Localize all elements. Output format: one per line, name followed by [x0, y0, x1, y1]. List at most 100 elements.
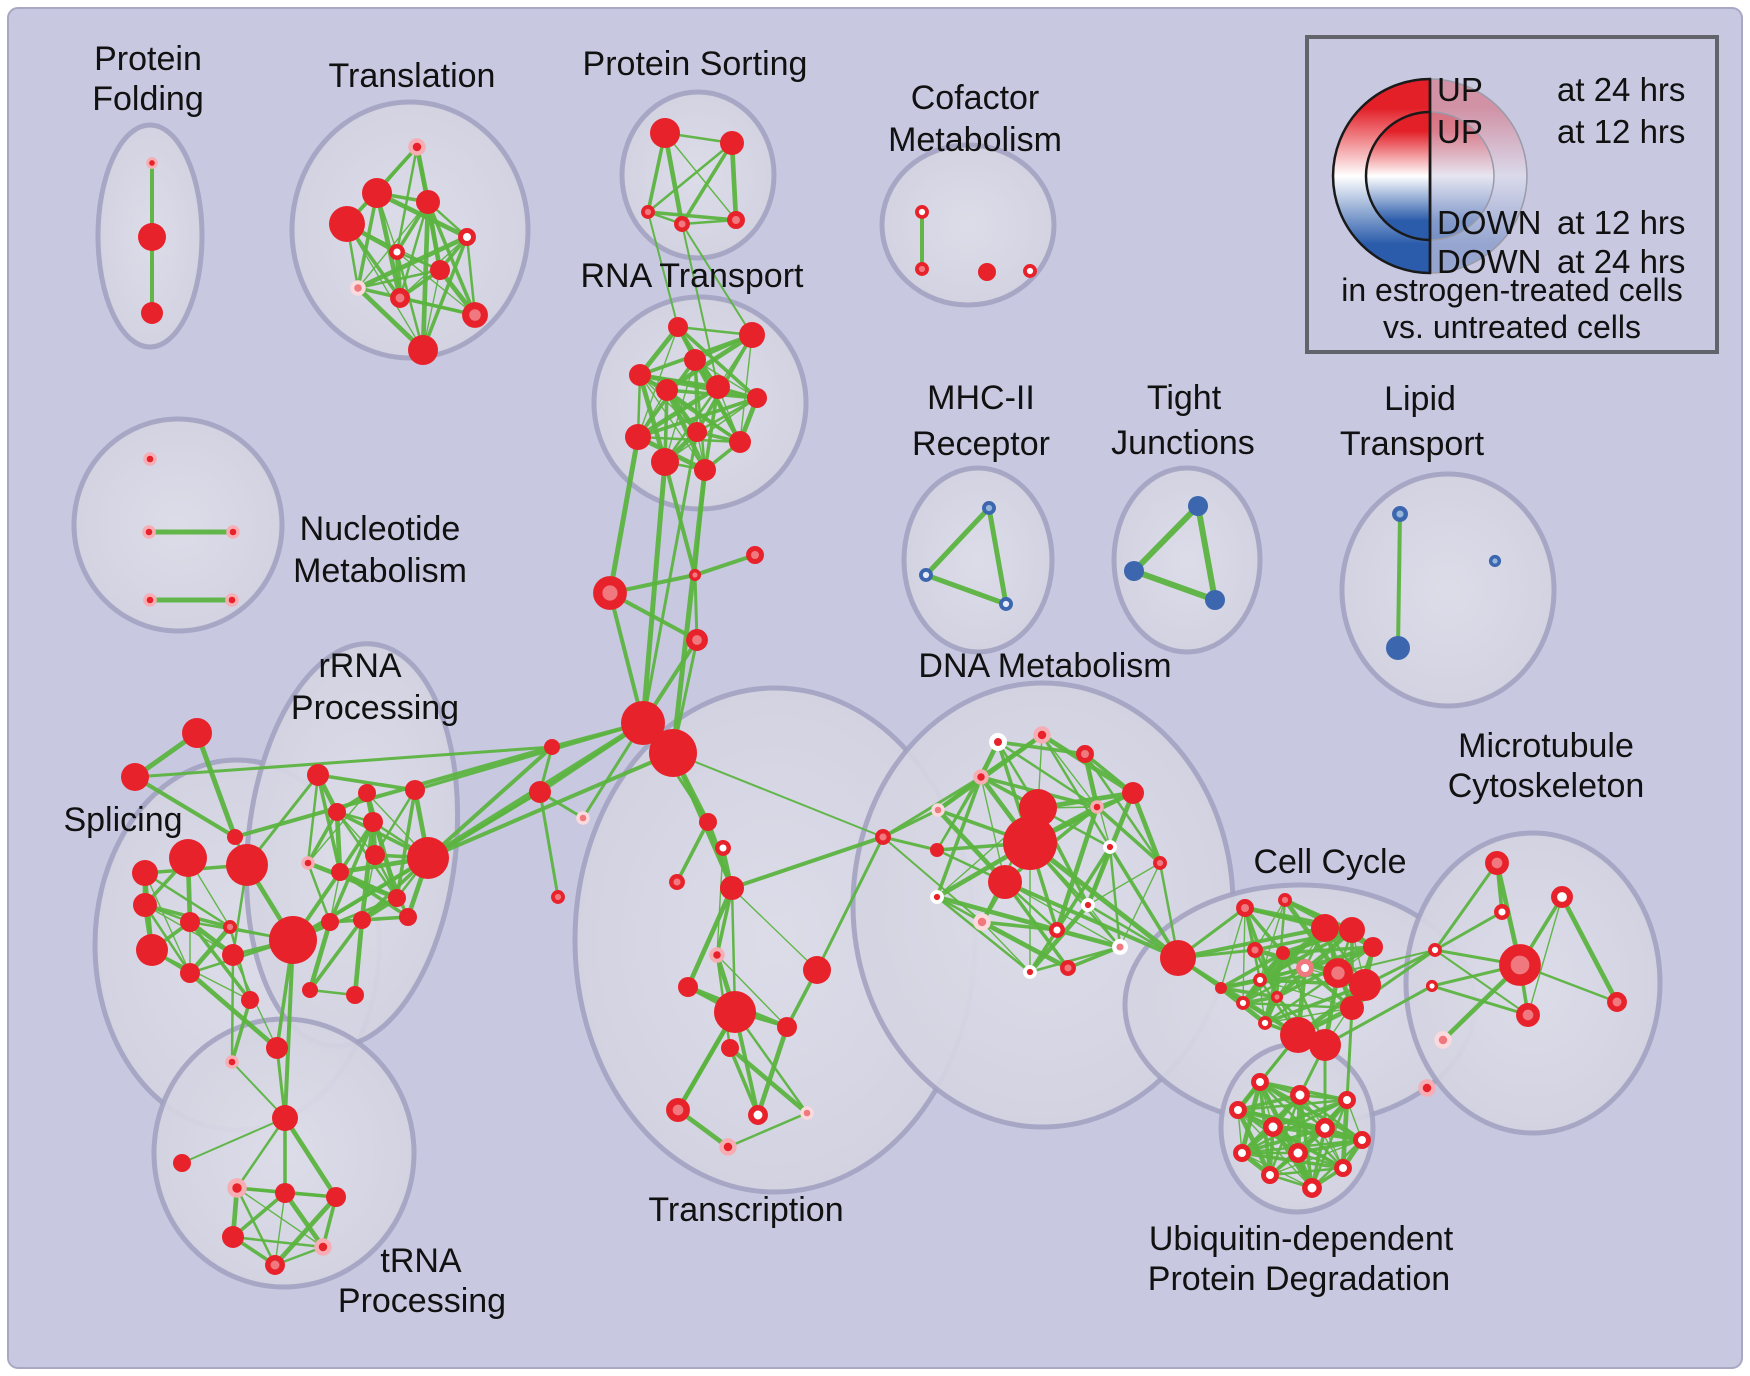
network-edge [728, 1046, 760, 1117]
network-node-tc13 [748, 1105, 768, 1125]
network-edge [670, 467, 708, 756]
network-edge [1041, 734, 1098, 808]
cluster-label-mt: Microtubule [1458, 727, 1634, 765]
network-node-tc15 [719, 1138, 737, 1156]
network-edge [1433, 910, 1504, 952]
network-node-cc7 [1296, 959, 1314, 977]
network-node-cc8 [1323, 958, 1353, 988]
network-node-cc4 [1363, 937, 1383, 957]
network-edge [1236, 1093, 1302, 1112]
network-node-ps3 [674, 216, 690, 232]
cluster-label-rr: rRNA [318, 647, 401, 685]
network-edge [664, 387, 708, 473]
network-edge [1242, 907, 1246, 1004]
network-node-sp3 [133, 893, 157, 917]
network-node-tc1 [699, 813, 717, 831]
network-node-rr11 [353, 911, 371, 929]
network-node-rr9 [407, 837, 449, 879]
network-edge [233, 745, 554, 839]
network-node-cf2 [978, 263, 996, 281]
network-node-tc11 [721, 1039, 739, 1057]
network-edge [1434, 949, 1529, 1016]
network-node-tr1 [362, 178, 392, 208]
network-node-cc17 [1340, 996, 1364, 1020]
network-node-dn1 [1033, 726, 1051, 744]
network-edge [133, 775, 237, 839]
network-edge [291, 856, 430, 942]
network-node-tj1 [1124, 561, 1144, 581]
network-node-st2 [227, 829, 243, 845]
network-edge [1028, 945, 1122, 974]
network-edge [646, 141, 734, 214]
network-node-cf0 [915, 205, 929, 219]
network-edge [935, 775, 983, 899]
network-node-rr13 [302, 982, 318, 998]
network-edge [1559, 894, 1620, 1005]
network-node-tj2 [1205, 590, 1225, 610]
network-node-rt9 [729, 431, 751, 453]
network-edge [421, 235, 469, 352]
network-node-dn2 [1076, 745, 1094, 763]
network-edge [356, 191, 379, 290]
network-node-dn20 [1160, 940, 1196, 976]
network-node-dn7 [988, 865, 1022, 899]
network-edge [981, 921, 1031, 973]
network-node-tr8 [390, 288, 410, 308]
network-node-st1 [121, 763, 149, 791]
network-node-hb2 [576, 811, 590, 825]
network-edge [1396, 512, 1402, 650]
legend-row-down-24: DOWN at 24 hrs [0, 241, 1750, 283]
network-node-ch3 [686, 629, 708, 651]
network-node-rr3 [328, 803, 346, 821]
network-edge [235, 1186, 277, 1267]
network-edge [726, 1111, 809, 1149]
network-edge [133, 745, 554, 779]
network-node-ub2 [1338, 1091, 1356, 1109]
network-node-pf1 [138, 223, 166, 251]
cluster-ellipse-lp [1339, 471, 1557, 709]
network-node-cc1 [1278, 893, 1292, 907]
network-edge [359, 819, 376, 923]
network-node-rr10 [321, 913, 339, 931]
network-node-rt5 [706, 375, 730, 399]
legend-label: DOWN [1437, 243, 1542, 280]
network-node-cc11 [1349, 969, 1381, 1001]
network-node-rr6 [331, 863, 349, 881]
network-edge [1130, 790, 1163, 866]
network-node-sp5 [223, 920, 237, 934]
network-node-tr0 [408, 138, 426, 156]
network-node-dn18 [1023, 965, 1037, 979]
network-node-sp1 [169, 839, 207, 877]
network-edge [413, 721, 645, 792]
cluster-label-lp: Lipid [1384, 380, 1456, 418]
network-node-ub11 [1302, 1178, 1322, 1198]
network-node-ub7 [1233, 1144, 1251, 1162]
network-node-tc9 [714, 991, 756, 1033]
network-edge [979, 919, 1071, 971]
network-node-ub5 [1315, 1118, 1335, 1138]
network-node-tn5 [222, 1226, 244, 1248]
network-edge [274, 1192, 286, 1266]
network-edge [647, 211, 679, 328]
cluster-label-ub: Ubiquitin-dependent [1149, 1220, 1454, 1258]
cluster-label-lp: Transport [1340, 425, 1485, 463]
network-edge [426, 751, 675, 860]
network-edge [934, 894, 1060, 933]
network-edge [1258, 928, 1354, 982]
network-node-sp0 [132, 860, 158, 886]
network-edge [730, 835, 885, 890]
network-edge [1027, 840, 1181, 961]
network-edge [1086, 845, 1112, 907]
network-edge [187, 970, 280, 1051]
network-node-rr0 [307, 764, 329, 786]
network-node-tr9 [462, 302, 488, 328]
network-node-tn2 [227, 1178, 247, 1198]
network-edge [357, 201, 429, 289]
cluster-label-mt: Cytoskeleton [1448, 767, 1645, 805]
network-edge [306, 861, 332, 924]
cluster-label-tn: Processing [338, 1282, 506, 1320]
network-node-sp7 [222, 944, 244, 966]
network-node-tr7 [350, 280, 366, 296]
